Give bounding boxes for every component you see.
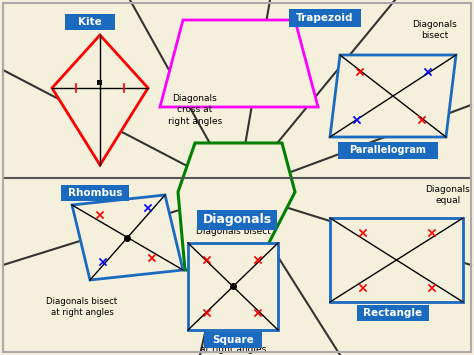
Polygon shape <box>330 55 456 137</box>
Text: Trapezoid: Trapezoid <box>296 13 354 23</box>
Text: Diagonals bisect: Diagonals bisect <box>196 228 271 236</box>
Polygon shape <box>160 20 318 107</box>
Polygon shape <box>72 195 183 280</box>
Text: Rectangle: Rectangle <box>364 308 422 318</box>
FancyBboxPatch shape <box>61 185 129 201</box>
Text: at right angles: at right angles <box>200 345 266 355</box>
Bar <box>98 80 102 84</box>
Polygon shape <box>178 143 295 270</box>
Polygon shape <box>188 243 278 330</box>
Text: Diagonals: Diagonals <box>202 213 272 226</box>
Text: Diagonals
cross at
right angles: Diagonals cross at right angles <box>168 94 222 126</box>
Text: Square: Square <box>212 335 254 345</box>
Text: Diagonals
bisect: Diagonals bisect <box>413 20 457 40</box>
FancyBboxPatch shape <box>204 332 262 348</box>
FancyBboxPatch shape <box>338 142 438 158</box>
Text: Rhombus: Rhombus <box>68 188 122 198</box>
Text: Kite: Kite <box>78 17 102 27</box>
Text: Parallelogram: Parallelogram <box>349 145 427 155</box>
Text: Diagonals
equal: Diagonals equal <box>426 185 470 206</box>
Text: Diagonals bisect
at right angles: Diagonals bisect at right angles <box>46 296 118 317</box>
FancyBboxPatch shape <box>197 210 277 230</box>
Polygon shape <box>330 218 463 302</box>
Polygon shape <box>52 35 148 165</box>
FancyBboxPatch shape <box>357 305 429 321</box>
FancyBboxPatch shape <box>289 9 361 27</box>
FancyBboxPatch shape <box>65 14 115 30</box>
